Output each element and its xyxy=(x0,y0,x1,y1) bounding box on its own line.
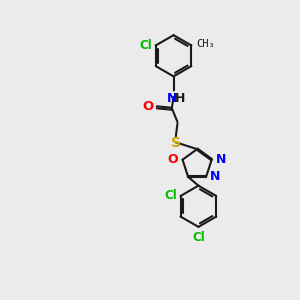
Text: S: S xyxy=(171,136,181,150)
Text: H: H xyxy=(175,92,185,105)
Text: N: N xyxy=(210,170,220,183)
Text: Cl: Cl xyxy=(164,190,177,202)
Text: Cl: Cl xyxy=(140,39,152,52)
Text: CH₃: CH₃ xyxy=(197,39,215,49)
Text: N: N xyxy=(167,92,177,105)
Text: Cl: Cl xyxy=(192,231,205,244)
Text: N: N xyxy=(216,153,226,166)
Text: O: O xyxy=(142,100,154,113)
Text: O: O xyxy=(168,153,178,166)
